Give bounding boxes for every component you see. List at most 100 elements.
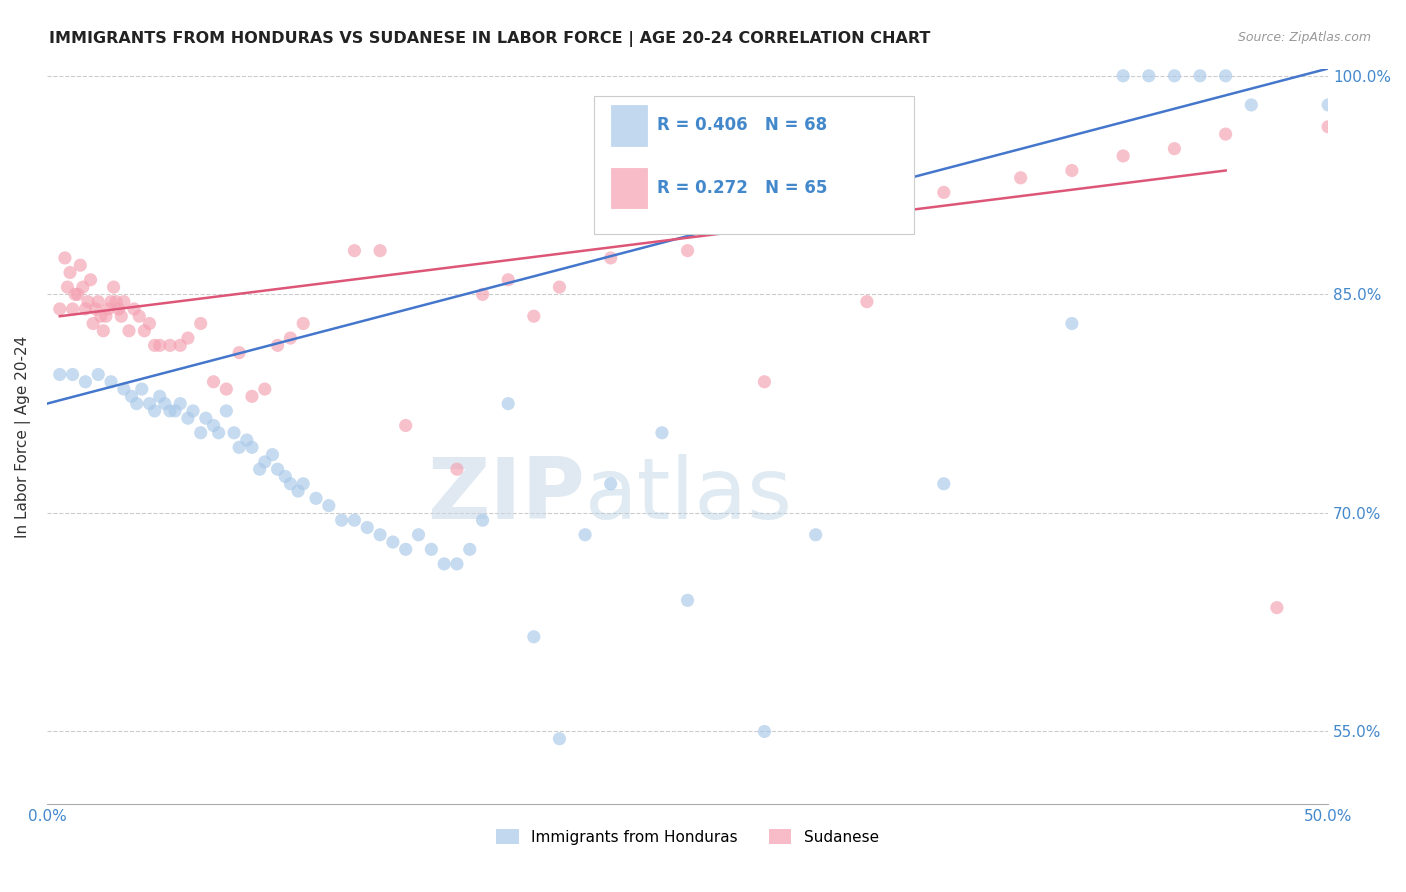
Point — [932, 186, 955, 200]
Point — [1215, 127, 1237, 141]
Text: atlas: atlas — [585, 454, 793, 537]
Point — [125, 397, 148, 411]
Point — [94, 309, 117, 323]
Point — [1163, 69, 1185, 83]
Point — [222, 425, 245, 440]
Point — [228, 441, 250, 455]
Point — [274, 469, 297, 483]
Point — [368, 528, 391, 542]
Point — [240, 441, 263, 455]
Point — [651, 425, 673, 440]
Point — [1189, 69, 1212, 83]
Point — [149, 338, 172, 352]
Point — [138, 317, 160, 331]
Point — [122, 301, 145, 316]
Point — [159, 404, 181, 418]
Point — [1317, 98, 1340, 112]
Point — [287, 484, 309, 499]
Legend: Immigrants from Honduras, Sudanese: Immigrants from Honduras, Sudanese — [496, 829, 879, 845]
Point — [1215, 69, 1237, 83]
Point — [53, 251, 76, 265]
Point — [574, 528, 596, 542]
Point — [395, 418, 418, 433]
Point — [62, 301, 84, 316]
Point — [236, 433, 259, 447]
Point — [138, 397, 160, 411]
Point — [240, 389, 263, 403]
Point — [420, 542, 443, 557]
Point — [1163, 142, 1185, 156]
Point — [66, 287, 89, 301]
Point — [599, 251, 621, 265]
Point — [82, 317, 104, 331]
Point — [754, 375, 776, 389]
Point — [77, 294, 100, 309]
Point — [1010, 170, 1032, 185]
Point — [1112, 149, 1135, 163]
Point — [1112, 69, 1135, 83]
Point — [343, 513, 366, 527]
Point — [249, 462, 271, 476]
Text: R = 0.272   N = 65: R = 0.272 N = 65 — [657, 179, 827, 197]
Point — [131, 382, 153, 396]
Point — [676, 244, 699, 258]
Point — [253, 455, 276, 469]
Point — [395, 542, 418, 557]
Point — [87, 294, 110, 309]
Point — [471, 513, 494, 527]
Point — [1137, 69, 1160, 83]
Point — [190, 317, 212, 331]
Point — [103, 280, 125, 294]
Point — [280, 331, 302, 345]
Point — [599, 476, 621, 491]
Point — [356, 520, 378, 534]
Point — [202, 375, 225, 389]
Point — [381, 535, 404, 549]
Point — [69, 258, 91, 272]
Point — [143, 338, 166, 352]
Point — [112, 294, 135, 309]
Point — [121, 389, 143, 403]
Point — [458, 542, 481, 557]
Point — [253, 382, 276, 396]
Point — [169, 338, 191, 352]
Point — [63, 287, 86, 301]
Point — [446, 462, 468, 476]
Point — [202, 418, 225, 433]
Point — [75, 301, 97, 316]
Point — [49, 301, 72, 316]
Point — [169, 397, 191, 411]
Point — [548, 731, 571, 746]
Point — [84, 301, 107, 316]
Point — [804, 193, 827, 207]
Point — [79, 273, 101, 287]
Point — [128, 309, 150, 323]
Point — [754, 724, 776, 739]
Point — [523, 630, 546, 644]
Point — [90, 309, 112, 323]
Point — [433, 557, 456, 571]
Point — [228, 345, 250, 359]
Point — [118, 324, 141, 338]
Point — [548, 280, 571, 294]
Point — [280, 476, 302, 491]
Point — [93, 324, 115, 338]
FancyBboxPatch shape — [610, 168, 647, 209]
Point — [215, 404, 238, 418]
Point — [856, 294, 879, 309]
Text: ZIP: ZIP — [427, 454, 585, 537]
Point — [165, 404, 187, 418]
Point — [87, 368, 110, 382]
Point — [266, 462, 288, 476]
Point — [194, 411, 217, 425]
FancyBboxPatch shape — [610, 105, 647, 145]
Point — [496, 397, 519, 411]
Point — [408, 528, 430, 542]
Point — [208, 425, 231, 440]
FancyBboxPatch shape — [593, 95, 914, 234]
Point — [107, 301, 129, 316]
Point — [153, 397, 176, 411]
Point — [100, 294, 122, 309]
Point — [932, 476, 955, 491]
Point — [62, 368, 84, 382]
